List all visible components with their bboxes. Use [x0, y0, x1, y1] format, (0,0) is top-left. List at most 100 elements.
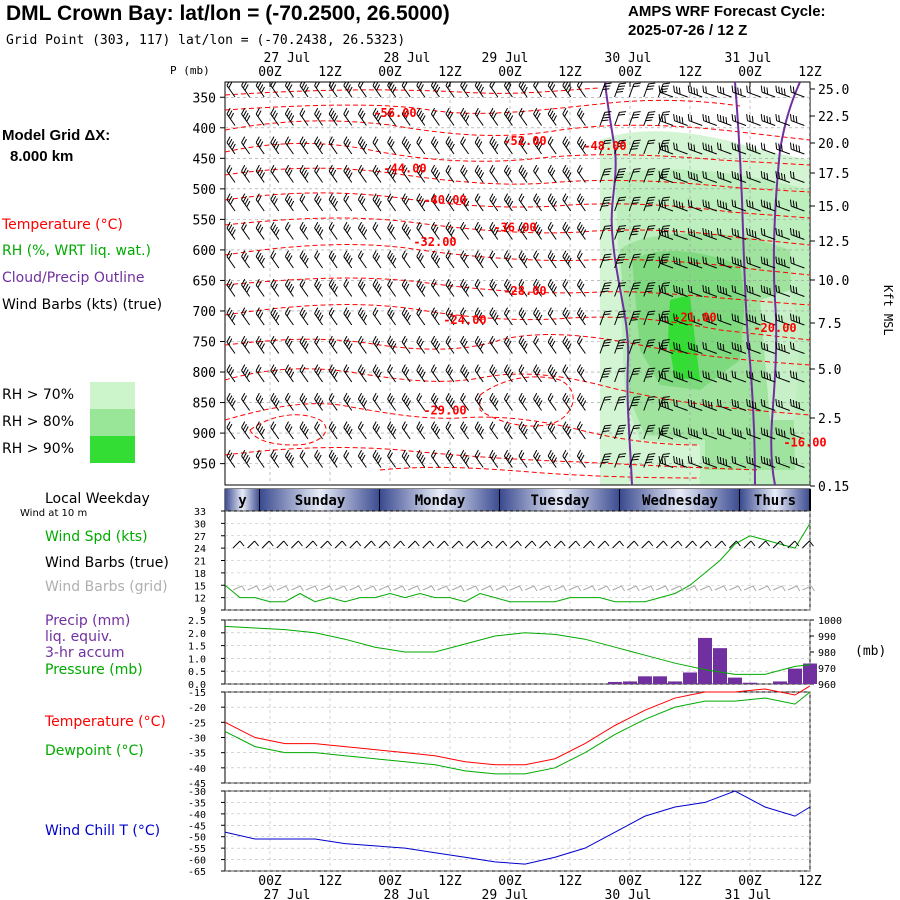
true-wind-barb: [495, 540, 504, 549]
wind-barb: [270, 250, 280, 269]
wind-barb: [628, 424, 641, 440]
wind-barb: [284, 335, 294, 354]
true-wind-barb: [320, 540, 328, 549]
grid-wind-barb: [364, 585, 374, 591]
wind-barb: [687, 227, 703, 240]
wind-barb: [430, 449, 440, 468]
wind-barb: [445, 449, 455, 468]
bottom-time-label: 12Z: [438, 874, 462, 889]
weekday-cell: [620, 489, 740, 511]
wind-barb: [328, 250, 338, 269]
precip-tick-label: 1.5: [188, 642, 206, 653]
wind-barb: [430, 392, 440, 411]
wind-barb: [628, 367, 641, 383]
wind-barb: [716, 227, 732, 240]
wind-barb: [657, 453, 670, 468]
wind-barb: [343, 307, 353, 326]
wind-barb: [562, 221, 572, 240]
pressure-tick-label: 990: [818, 632, 836, 643]
wind-barb: [270, 193, 280, 212]
wind-barb: [702, 427, 717, 440]
legend-temperature-2: Temperature (°C): [45, 714, 166, 730]
cross-section-wind-barbs: [226, 82, 805, 468]
grid-wind-barb: [714, 585, 725, 591]
wind-barb: [687, 113, 703, 126]
rh70-swatch: [90, 382, 135, 409]
legend-wind-barbs-true: Wind Barbs (true): [45, 555, 169, 571]
wind-barb: [372, 164, 382, 183]
pressure-tick-label: 850: [193, 397, 216, 412]
wind-barb: [746, 85, 761, 98]
wind-barb: [416, 421, 426, 440]
wind-barb: [673, 284, 688, 297]
wind-barb: [416, 164, 426, 183]
wind-barb: [760, 370, 776, 383]
wind-barb: [547, 449, 557, 468]
true-wind-barb: [699, 540, 708, 549]
wind-barb: [658, 341, 674, 354]
wind-barb: [445, 335, 455, 354]
wind-barb: [284, 164, 294, 183]
top-date-label: 29 Jul: [482, 51, 529, 66]
wind-barb: [746, 199, 761, 212]
wind-barb: [775, 170, 790, 183]
wind-barb: [643, 282, 656, 297]
wind-barb: [599, 339, 612, 354]
wind-barb: [357, 164, 367, 183]
wind-barb: [357, 392, 368, 411]
wind-barb: [731, 256, 747, 269]
wind-barb: [760, 455, 776, 468]
wind-barb: [760, 227, 776, 240]
grid-wind-barb: [349, 585, 360, 591]
wind-barb: [489, 335, 499, 354]
wind-barb: [387, 392, 397, 411]
wind-barb: [416, 82, 426, 98]
wind-barb: [226, 164, 236, 183]
wind-barb: [518, 193, 528, 212]
legend-precip-2: liq. equiv.: [45, 629, 113, 645]
wind-barb: [284, 82, 294, 98]
temperature-label: -40.00: [423, 193, 466, 207]
wind-barb: [614, 396, 627, 411]
precip-bar: [683, 672, 697, 684]
wind-barb: [533, 250, 543, 269]
wind-barb: [284, 421, 294, 440]
wind-panel-frame: [224, 510, 811, 611]
wind-barb: [489, 107, 499, 126]
wind-barb: [314, 107, 324, 126]
top-date-label: 30 Jul: [605, 51, 652, 66]
true-wind-barb: [802, 540, 810, 549]
wind-barb: [576, 221, 587, 240]
wind-barb: [372, 307, 382, 326]
true-wind-barb: [626, 540, 635, 549]
wind-barb: [226, 82, 236, 98]
true-wind-barb: [539, 540, 547, 549]
wind-barb: [357, 421, 367, 440]
precip-bar: [743, 682, 757, 684]
true-wind-barb: [568, 540, 577, 549]
temperature-label: -24.00: [443, 313, 486, 327]
wind-barb: [562, 107, 572, 126]
wind-barb: [401, 107, 411, 126]
wind-barb: [702, 284, 717, 297]
wind-barb: [284, 278, 295, 297]
wind-chill-panel: -30-35-40-45-50-55-60-65: [188, 787, 811, 878]
pressure-tick-label: 1000: [818, 616, 842, 627]
wind-barb: [460, 164, 470, 183]
wind-barb: [284, 107, 295, 126]
wind-barb: [357, 250, 367, 269]
grid-wind-barb: [320, 585, 330, 591]
wind-barb: [474, 82, 484, 98]
temperature-label: -29.00: [423, 403, 466, 417]
wind-barb: [460, 364, 470, 383]
wind-barb: [533, 449, 543, 468]
rh90-swatch: [90, 436, 135, 463]
wind-barb: [270, 364, 280, 383]
wind-barb: [299, 421, 309, 440]
wind-barb: [628, 225, 641, 240]
true-wind-barb: [670, 540, 679, 549]
true-wind-barb: [729, 540, 737, 549]
wind-barb: [614, 111, 627, 126]
wind-barb: [628, 453, 641, 468]
wind-barb: [299, 221, 309, 240]
